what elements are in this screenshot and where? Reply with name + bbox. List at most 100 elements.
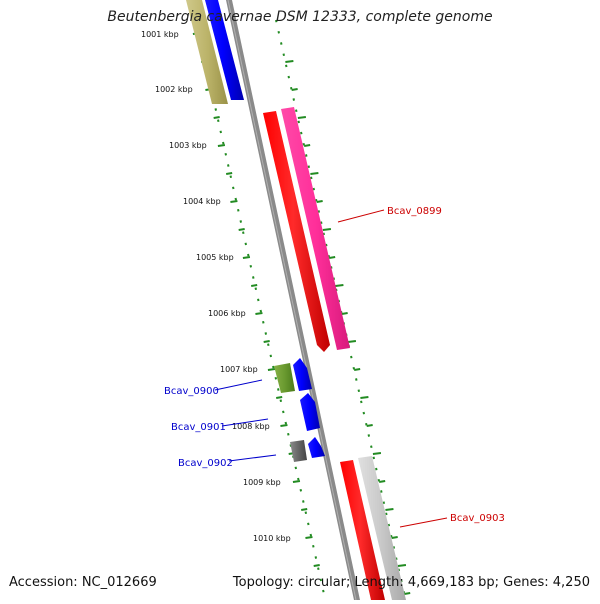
gene-label[interactable]: Bcav_0900 — [164, 386, 219, 397]
scale-dot — [239, 220, 242, 223]
gene-label[interactable]: Bcav_0903 — [450, 513, 505, 524]
scale-dot — [287, 75, 290, 79]
scale-dot — [274, 376, 278, 380]
scale-minor-tick — [225, 172, 233, 175]
scale-dot — [312, 187, 315, 191]
gene-bar-red-0903[interactable] — [340, 460, 385, 600]
scale-dot — [247, 253, 250, 257]
gene-bar-lightgray[interactable] — [358, 456, 406, 600]
scale-dot — [387, 523, 391, 527]
scale-dot — [294, 466, 298, 470]
scale-dot — [317, 210, 320, 213]
scale-dot — [214, 108, 217, 111]
gene-bar-green-0900[interactable] — [274, 363, 295, 393]
scale-major-tick — [310, 172, 319, 175]
scale-dot — [277, 30, 280, 34]
scale-minor-tick — [263, 340, 270, 343]
scale-dot — [264, 332, 268, 335]
scale-dot — [262, 320, 265, 324]
scale-dot — [309, 533, 313, 537]
scale-minor-tick — [404, 592, 411, 595]
scale-major-tick — [372, 452, 382, 455]
scale-dot — [392, 546, 396, 549]
scale-dot — [219, 130, 222, 134]
scale-dot — [302, 500, 305, 503]
scale-major-tick — [230, 200, 238, 203]
scale-dot — [319, 578, 323, 582]
scale-dot — [304, 511, 308, 515]
scale-dot — [297, 477, 300, 481]
scale-dot — [292, 98, 295, 101]
scale-dot — [259, 309, 263, 313]
scale-dot — [290, 86, 293, 90]
scale-major-tick — [297, 116, 307, 119]
scale-dot — [320, 221, 323, 225]
scale-dot — [310, 176, 313, 180]
scale-minor-tick — [366, 424, 373, 427]
scale-dot — [227, 164, 230, 167]
scale-dot — [365, 422, 368, 426]
gene-bar-gray-0902[interactable] — [290, 440, 307, 462]
scale-dot — [357, 389, 361, 393]
gene-bar-blue-0902[interactable] — [308, 437, 325, 458]
scale-dot — [370, 445, 373, 449]
gene-bar-blue-0900[interactable] — [293, 358, 312, 391]
scale-dot — [395, 557, 398, 561]
gene-callout-line — [221, 418, 269, 427]
scale-dot — [272, 365, 275, 369]
scale-dot — [382, 501, 386, 505]
scale-major-tick — [242, 256, 251, 259]
scale-dot — [300, 131, 303, 135]
scale-major-tick — [347, 340, 357, 343]
scale-tick-label: 1004 kbp — [183, 197, 221, 206]
scale-dot — [317, 567, 320, 571]
scale-tick-label: 1005 kbp — [196, 253, 234, 262]
scale-dot — [242, 231, 245, 235]
gene-bar-blue-top[interactable] — [205, 0, 244, 100]
scale-dot — [355, 378, 358, 381]
gene-bar-olive[interactable] — [186, 0, 228, 104]
scale-dot — [312, 544, 315, 548]
scale-dot — [234, 197, 237, 201]
scale-minor-tick — [276, 396, 283, 399]
scale-dot — [279, 399, 283, 403]
scale-major-tick — [335, 284, 344, 287]
scale-minor-tick — [313, 564, 320, 567]
scale-tick-label: 1009 kbp — [243, 478, 281, 487]
scale-dot — [277, 388, 280, 391]
scale-dot — [367, 434, 371, 437]
gene-callout-line — [399, 517, 448, 528]
gene-label[interactable]: Bcav_0902 — [178, 458, 233, 469]
scale-major-tick — [267, 368, 276, 371]
scale-dot — [327, 254, 331, 258]
gene-bar-pink[interactable] — [281, 107, 350, 350]
scale-dot — [232, 186, 235, 190]
scale-minor-tick — [238, 228, 245, 231]
scale-dot — [390, 534, 393, 538]
scale-minor-tick — [341, 312, 348, 315]
scale-tick-label: 1010 kbp — [253, 534, 291, 543]
scale-dot — [254, 287, 258, 291]
scale-dot — [284, 421, 288, 425]
scale-dot — [275, 19, 278, 23]
scale-dot — [302, 142, 305, 146]
scale-dot — [380, 490, 383, 493]
gene-label[interactable]: Bcav_0901 — [171, 422, 226, 433]
scale-dot — [252, 276, 255, 279]
scale-minor-tick — [301, 508, 308, 511]
scale-dot — [377, 478, 381, 482]
scale-major-tick — [292, 480, 301, 483]
scale-tick-label: 1003 kbp — [169, 141, 207, 150]
gene-label[interactable]: Bcav_0899 — [387, 206, 442, 217]
scale-tick-label: 1008 kbp — [232, 422, 270, 431]
gene-bar-red-0899[interactable] — [263, 111, 330, 352]
scale-dot — [307, 165, 310, 169]
scale-dot — [352, 366, 356, 370]
scale-minor-tick — [391, 536, 398, 539]
scale-dot — [360, 400, 363, 404]
scale-minor-tick — [251, 284, 258, 287]
gene-bar-blue-0901[interactable] — [300, 393, 320, 431]
track-band — [182, 0, 412, 600]
